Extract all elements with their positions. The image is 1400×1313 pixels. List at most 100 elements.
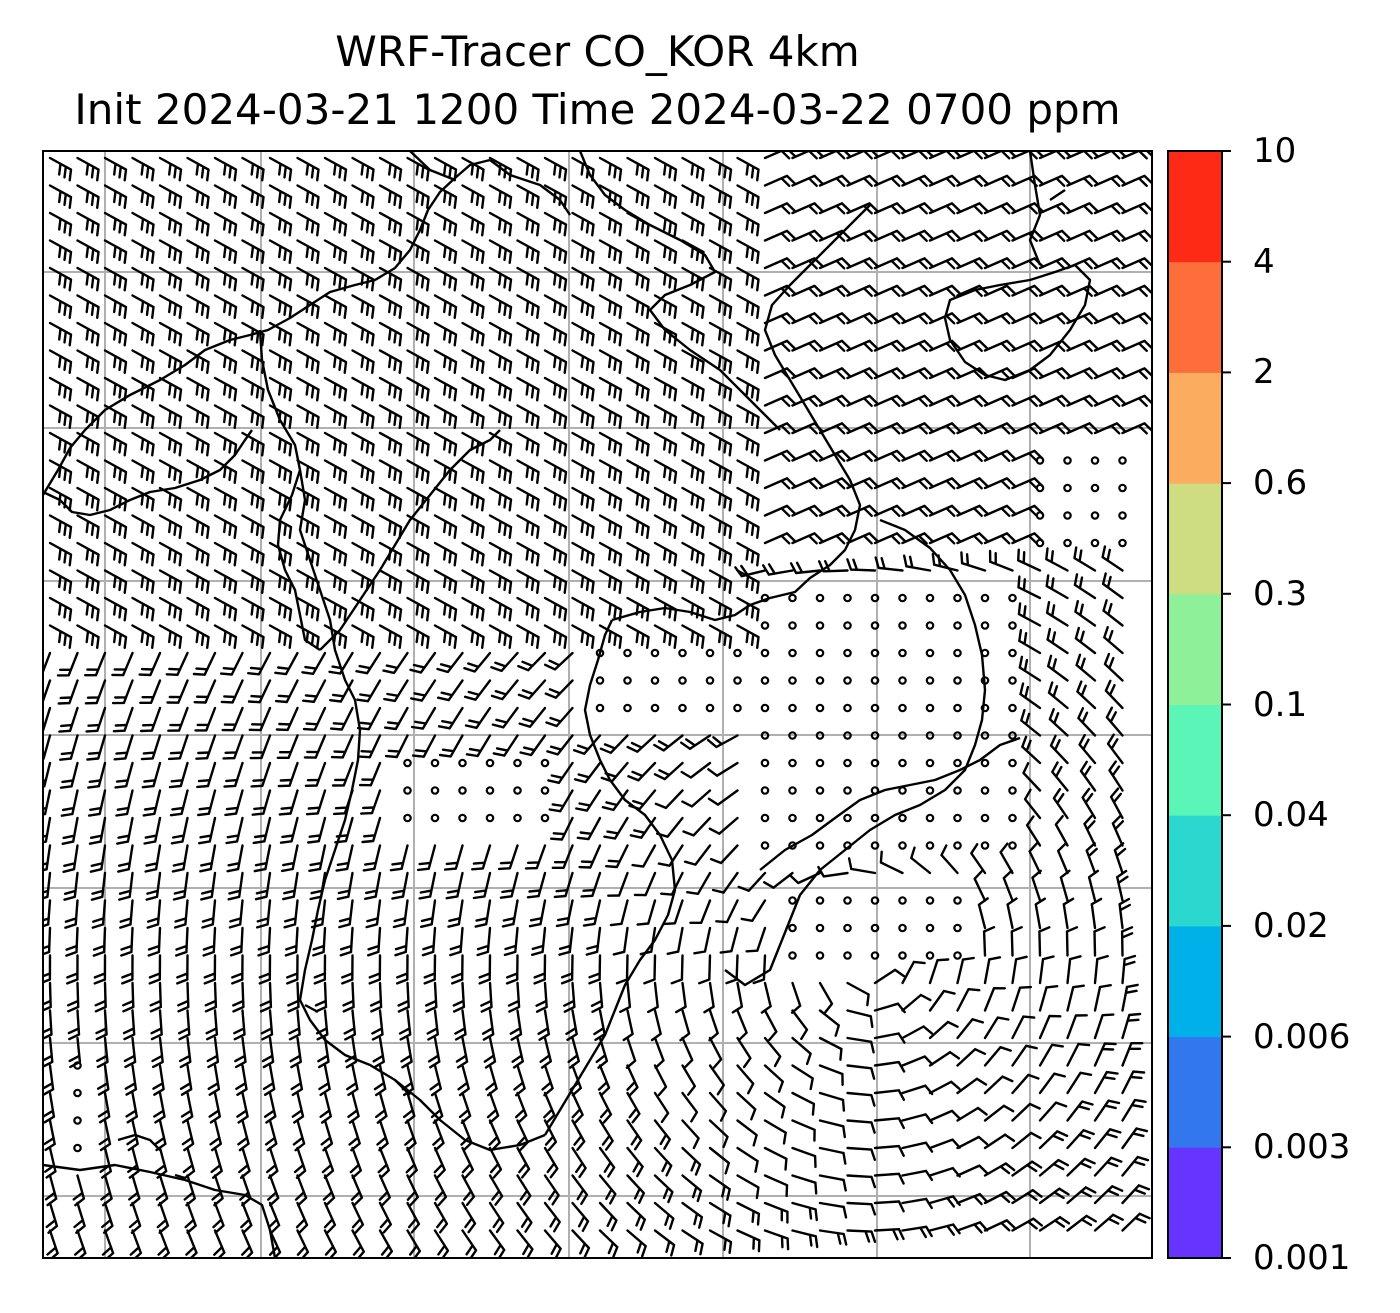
wind-barb-583 xyxy=(681,541,705,567)
wind-barb-1010 xyxy=(308,844,327,872)
wind-barb-530 xyxy=(323,514,348,539)
wind-barb-1182 xyxy=(643,954,657,985)
wind-barb-35 xyxy=(1011,151,1044,160)
wind-barb-197 xyxy=(1066,257,1099,270)
wind-barb-404 xyxy=(158,431,183,457)
wind-barb-1222 xyxy=(647,981,659,1014)
wind-barb-1592 xyxy=(928,1223,961,1236)
wind-barb-1036 xyxy=(1025,815,1042,847)
wind-barb-467 xyxy=(791,449,824,462)
wind-barb-648 xyxy=(268,596,293,622)
wind-barb-1353 xyxy=(956,1048,987,1067)
wind-barb-234 xyxy=(983,284,1016,297)
wind-barb-597 xyxy=(1063,538,1072,548)
wind-barb-1398 xyxy=(1093,1070,1119,1095)
wind-barb-621 xyxy=(626,569,650,594)
wind-barb-363 xyxy=(131,404,155,429)
wind-barb-1509 xyxy=(846,1174,877,1189)
wind-barb-1416 xyxy=(488,1119,501,1152)
wind-barb-1057 xyxy=(499,871,519,899)
wind-barb-1099 xyxy=(555,899,574,928)
wind-barb-1107 xyxy=(788,896,797,905)
wind-barb-1306 xyxy=(763,1036,782,1068)
wind-barb-251 xyxy=(351,321,375,347)
wind-barb-939 xyxy=(548,789,574,813)
wind-barb-417 xyxy=(516,431,540,457)
wind-barb-1499 xyxy=(571,1174,589,1206)
wind-barb-1177 xyxy=(505,954,519,985)
wind-barb-1565 xyxy=(185,1229,198,1258)
wind-barb-1540 xyxy=(598,1201,618,1232)
wind-barb-757 xyxy=(1046,627,1069,655)
wind-barb-93 xyxy=(406,211,430,237)
wind-barb-1255 xyxy=(454,1009,467,1041)
wind-barb-1024 xyxy=(683,844,712,866)
wind-barb-551 xyxy=(901,504,934,517)
wind-barb-228 xyxy=(818,284,851,297)
wind-barb-727 xyxy=(219,651,244,676)
wind-barb-226 xyxy=(763,284,796,297)
wind-barb-1278 xyxy=(1093,984,1112,1012)
wind-barb-990 xyxy=(870,813,880,823)
wind-barb-545 xyxy=(736,514,760,539)
wind-barb-1069 xyxy=(817,865,849,878)
wind-barb-148 xyxy=(818,229,851,242)
wind-barb-573 xyxy=(406,541,430,567)
wind-barb-665 xyxy=(736,596,760,622)
wind-barb-1226 xyxy=(760,981,772,1014)
wind-barb-836 xyxy=(1019,682,1042,710)
wind-barb-321 xyxy=(76,376,100,402)
wind-barb-816 xyxy=(464,706,492,729)
wind-barb-355 xyxy=(1011,367,1044,380)
wind-barb-1572 xyxy=(378,1229,393,1258)
wind-barb-386 xyxy=(763,394,796,407)
wind-barb-769 xyxy=(274,679,299,704)
wind-barb-320 xyxy=(48,376,73,402)
wind-barb-1094 xyxy=(420,899,437,928)
wind-barb-472 xyxy=(928,449,961,462)
wind-barb-822 xyxy=(650,703,660,713)
wind-barb-1054 xyxy=(418,871,437,900)
wind-barb-187 xyxy=(791,257,824,270)
wind-barb-409 xyxy=(296,431,320,457)
wind-barb-1559 xyxy=(1121,1184,1151,1205)
wind-barb-1420 xyxy=(598,1119,614,1151)
colorbar-segment-1 xyxy=(1168,1036,1222,1148)
wind-barb-635 xyxy=(988,549,1014,572)
wind-barb-1172 xyxy=(368,954,382,985)
wind-barb-905 xyxy=(707,761,739,777)
colorbar xyxy=(1167,150,1231,1259)
wind-barb-1542 xyxy=(653,1201,675,1230)
wind-barb-227 xyxy=(791,284,824,297)
wind-barb-425 xyxy=(736,431,760,457)
wind-barb-1489 xyxy=(294,1174,308,1207)
wind-barb-1464 xyxy=(708,1146,730,1175)
wind-barb-584 xyxy=(708,541,733,567)
wind-barb-724 xyxy=(138,651,162,677)
wind-barb-883 xyxy=(114,761,134,789)
wind-barb-993 xyxy=(953,813,962,823)
wind-barb-398 xyxy=(1093,394,1126,407)
wind-barb-1323 xyxy=(124,1064,138,1096)
wind-barb-1211 xyxy=(342,981,355,1013)
wind-barb-159 xyxy=(1121,229,1152,242)
wind-barb-486 xyxy=(213,486,238,512)
wind-barb-1377 xyxy=(514,1091,528,1124)
wind-barb-330 xyxy=(323,376,348,402)
wind-barb-576 xyxy=(488,541,513,567)
wind-barb-1467 xyxy=(791,1146,817,1169)
wind-barb-457 xyxy=(516,459,540,484)
wind-barb-102 xyxy=(653,211,678,237)
wind-barb-186 xyxy=(763,257,796,270)
wind-barb-793 xyxy=(953,676,962,685)
wind-barb-1039 xyxy=(1111,814,1125,847)
wind-barb-403 xyxy=(131,431,155,457)
wind-barb-1049 xyxy=(282,871,299,901)
wind-barb-738 xyxy=(517,651,547,672)
wind-barb-501 xyxy=(626,486,650,512)
wind-barb-210 xyxy=(323,294,348,319)
wind-barb-1429 xyxy=(846,1119,876,1134)
wind-barb-730 xyxy=(301,651,327,675)
wind-barb-913 xyxy=(953,758,962,768)
wind-barb-902 xyxy=(627,761,657,782)
